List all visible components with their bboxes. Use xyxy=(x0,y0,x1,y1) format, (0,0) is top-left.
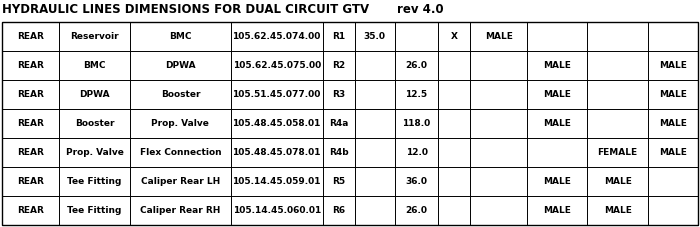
Text: REAR: REAR xyxy=(17,206,44,215)
Text: 105.62.45.074.00: 105.62.45.074.00 xyxy=(232,32,321,41)
Text: 12.0: 12.0 xyxy=(405,148,428,157)
Text: REAR: REAR xyxy=(17,177,44,186)
Text: 105.14.45.059.01: 105.14.45.059.01 xyxy=(232,177,321,186)
Text: 26.0: 26.0 xyxy=(405,61,428,70)
Text: MALE: MALE xyxy=(484,32,512,41)
Text: 36.0: 36.0 xyxy=(405,177,428,186)
Text: MALE: MALE xyxy=(543,206,571,215)
Text: MALE: MALE xyxy=(543,119,571,128)
Text: Flex Connection: Flex Connection xyxy=(139,148,221,157)
Text: Booster: Booster xyxy=(75,119,114,128)
Text: R1: R1 xyxy=(332,32,345,41)
Text: REAR: REAR xyxy=(17,32,44,41)
Text: HYDRAULIC LINES DIMENSIONS FOR DUAL CIRCUIT GTV: HYDRAULIC LINES DIMENSIONS FOR DUAL CIRC… xyxy=(2,3,369,16)
Text: Tee Fitting: Tee Fitting xyxy=(67,177,122,186)
Text: rev 4.0: rev 4.0 xyxy=(397,3,444,16)
Text: DPWA: DPWA xyxy=(165,61,196,70)
Text: R4a: R4a xyxy=(329,119,349,128)
Text: Prop. Valve: Prop. Valve xyxy=(66,148,123,157)
Text: REAR: REAR xyxy=(17,119,44,128)
Text: 105.48.45.078.01: 105.48.45.078.01 xyxy=(232,148,321,157)
Text: 105.48.45.058.01: 105.48.45.058.01 xyxy=(232,119,321,128)
Text: Reservoir: Reservoir xyxy=(70,32,119,41)
Text: Booster: Booster xyxy=(160,90,200,99)
Text: MALE: MALE xyxy=(543,61,571,70)
Text: 26.0: 26.0 xyxy=(405,206,428,215)
Text: REAR: REAR xyxy=(17,61,44,70)
Text: MALE: MALE xyxy=(659,90,687,99)
Text: R2: R2 xyxy=(332,61,345,70)
Text: 105.62.45.075.00: 105.62.45.075.00 xyxy=(232,61,321,70)
Text: MALE: MALE xyxy=(659,119,687,128)
Text: REAR: REAR xyxy=(17,148,44,157)
Text: FEMALE: FEMALE xyxy=(598,148,638,157)
Text: REAR: REAR xyxy=(17,90,44,99)
Text: 105.51.45.077.00: 105.51.45.077.00 xyxy=(232,90,321,99)
Text: 118.0: 118.0 xyxy=(402,119,430,128)
Text: Prop. Valve: Prop. Valve xyxy=(151,119,209,128)
Text: MALE: MALE xyxy=(543,90,571,99)
Text: MALE: MALE xyxy=(603,206,631,215)
Text: MALE: MALE xyxy=(603,177,631,186)
Text: MALE: MALE xyxy=(659,61,687,70)
Text: R4b: R4b xyxy=(329,148,349,157)
Text: 105.14.45.060.01: 105.14.45.060.01 xyxy=(232,206,321,215)
Text: MALE: MALE xyxy=(543,177,571,186)
Text: R3: R3 xyxy=(332,90,345,99)
Text: R6: R6 xyxy=(332,206,345,215)
Text: Tee Fitting: Tee Fitting xyxy=(67,206,122,215)
Text: Caliper Rear LH: Caliper Rear LH xyxy=(141,177,220,186)
Text: DPWA: DPWA xyxy=(79,90,110,99)
Text: 12.5: 12.5 xyxy=(405,90,428,99)
Text: 35.0: 35.0 xyxy=(364,32,386,41)
Text: Caliper Rear RH: Caliper Rear RH xyxy=(140,206,220,215)
Text: R5: R5 xyxy=(332,177,345,186)
Text: BMC: BMC xyxy=(83,61,106,70)
Bar xyxy=(2,22,698,225)
Text: MALE: MALE xyxy=(659,148,687,157)
Text: BMC: BMC xyxy=(169,32,192,41)
Text: X: X xyxy=(451,32,458,41)
